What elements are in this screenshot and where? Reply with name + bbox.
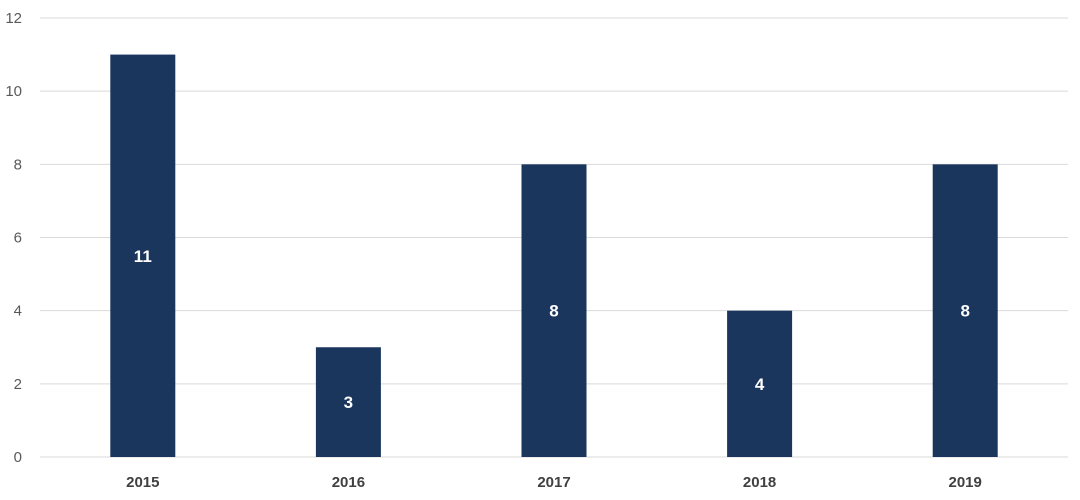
bar-2016 — [315, 347, 381, 457]
y-tick-label: 4 — [14, 303, 22, 320]
data-label-2015: 11 — [134, 247, 152, 266]
x-tick-label-2015: 2015 — [126, 474, 159, 491]
bar-2019 — [932, 164, 998, 458]
y-axis: 0 2 4 6 8 10 12 — [5, 10, 22, 466]
x-axis: 2015 2016 2017 2018 2019 — [126, 474, 982, 491]
y-tick-label: 6 — [14, 230, 22, 247]
bar-2015 — [110, 54, 176, 457]
x-tick-label-2019: 2019 — [949, 474, 982, 491]
bar-2017 — [521, 164, 587, 458]
data-label-2017: 8 — [549, 302, 558, 321]
data-label-2019: 8 — [960, 302, 969, 321]
data-label-2018: 4 — [755, 375, 765, 394]
y-tick-label: 2 — [14, 376, 22, 393]
x-tick-label-2018: 2018 — [743, 474, 776, 491]
data-label-2016: 3 — [344, 393, 353, 412]
y-tick-label: 10 — [5, 83, 22, 100]
y-tick-label: 8 — [14, 156, 22, 173]
bars: 11 3 8 4 8 — [110, 54, 998, 458]
y-tick-label: 0 — [14, 449, 22, 466]
bar-2018 — [727, 310, 793, 457]
x-tick-label-2016: 2016 — [332, 474, 365, 491]
x-tick-label-2017: 2017 — [537, 474, 570, 491]
y-tick-label: 12 — [5, 10, 22, 27]
